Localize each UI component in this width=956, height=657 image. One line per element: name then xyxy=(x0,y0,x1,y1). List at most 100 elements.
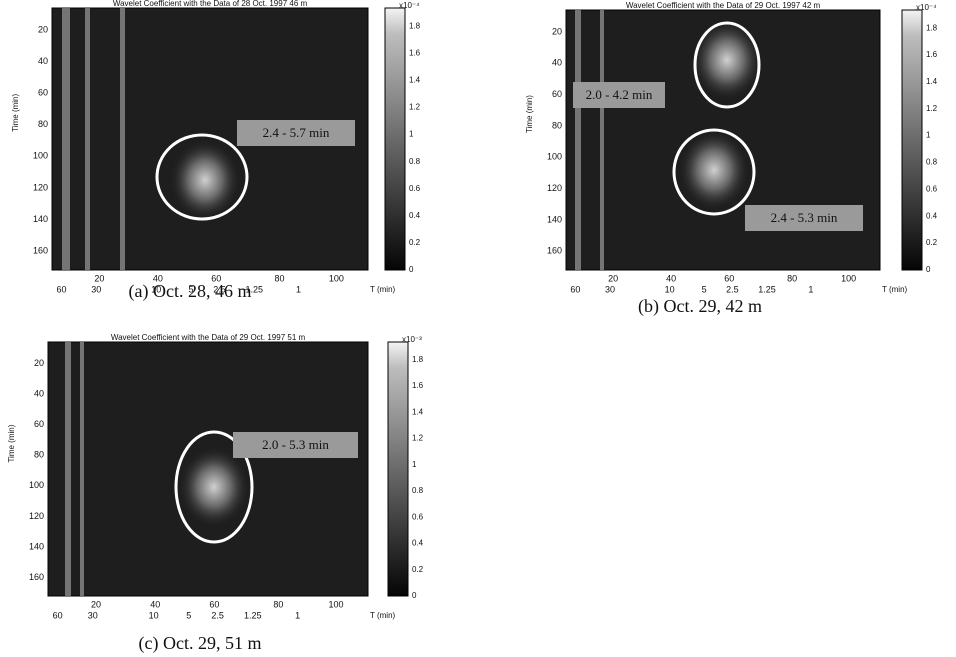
colorbar-tick-label: 1.6 xyxy=(409,49,421,58)
x-tick-label: 1.25 xyxy=(758,284,776,294)
annotation: 2.0 - 4.2 min xyxy=(586,87,653,102)
x-tick-label: 30 xyxy=(88,610,98,620)
y-tick-label: 140 xyxy=(29,541,44,551)
colorbar-tick-label: 1.8 xyxy=(412,355,424,364)
y-tick-label: 100 xyxy=(29,480,44,490)
x-tick-label: 40 xyxy=(150,599,160,609)
y-tick-label: 60 xyxy=(552,89,562,99)
y-tick-label: 80 xyxy=(34,450,44,460)
heatmap-stripe xyxy=(65,342,71,596)
x-tick-label: 10 xyxy=(149,610,159,620)
x-tick-label: 2.5 xyxy=(211,610,224,620)
y-tick-label: 120 xyxy=(33,182,48,192)
y-tick-label: 80 xyxy=(552,120,562,130)
x-tick-label: 5 xyxy=(702,284,707,294)
colorbar-tick-label: 0.6 xyxy=(926,184,938,193)
x-tick-label: 40 xyxy=(153,273,163,283)
panel: Wavelet Coefficient with the Data of 29 … xyxy=(525,1,938,317)
highlight-circle xyxy=(174,430,254,544)
colorbar-tick-label: 0 xyxy=(926,265,931,274)
annotation: 2.4 - 5.3 min xyxy=(771,210,838,225)
x-tick-label: 2.5 xyxy=(213,284,226,294)
colorbar-tick-label: 1.8 xyxy=(409,21,421,30)
colorbar-tick-label: 1.2 xyxy=(926,104,938,113)
y-tick-label: 160 xyxy=(33,245,48,255)
colorbar xyxy=(384,7,406,271)
colorbar-tick-label: 1.6 xyxy=(926,50,938,59)
caption: (a) Oct. 28, 46 m xyxy=(129,281,252,302)
heatmap-blob xyxy=(170,140,240,220)
colorbar-tick-label: 1 xyxy=(926,131,931,140)
heatmap-stripe xyxy=(600,10,604,270)
colorbar-tick-label: 0.6 xyxy=(412,512,424,521)
x-tick-label: 20 xyxy=(608,273,618,283)
x-tick-label: 30 xyxy=(605,284,615,294)
colorbar-tick-label: 1 xyxy=(409,130,414,139)
highlight-circle xyxy=(672,128,756,216)
colorbar-scale: x10⁻⁴ xyxy=(399,1,420,10)
y-tick-label: 160 xyxy=(547,246,562,256)
x-unit: T (min) xyxy=(370,611,396,620)
colorbar-tick-label: 1.2 xyxy=(409,103,421,112)
highlight-circle xyxy=(155,133,249,221)
y-tick-label: 80 xyxy=(38,119,48,129)
colorbar-tick-label: 0.4 xyxy=(412,539,424,548)
highlight-circle xyxy=(693,21,761,109)
colorbar-tick-label: 1.4 xyxy=(409,76,421,85)
colorbar-tick-label: 0.2 xyxy=(926,238,938,247)
heatmap-blob xyxy=(692,20,762,100)
colorbar-tick-label: 0.6 xyxy=(409,184,421,193)
panel-title: Wavelet Coefficient with the Data of 29 … xyxy=(111,333,306,342)
colorbar-tick-label: 0.2 xyxy=(412,565,424,574)
x-tick-label: 60 xyxy=(570,284,580,294)
x-tick-label: 40 xyxy=(666,273,676,283)
colorbar-scale: x10⁻⁴ xyxy=(916,3,937,12)
colorbar xyxy=(387,341,409,597)
x-tick-label: 2.5 xyxy=(726,284,739,294)
y-tick-label: 100 xyxy=(33,151,48,161)
colorbar-tick-label: 0.2 xyxy=(409,238,421,247)
colorbar-tick-label: 1.8 xyxy=(926,23,938,32)
colorbar-tick-label: 1.6 xyxy=(412,381,424,390)
heatmap-blob xyxy=(679,130,749,210)
caption: (b) Oct. 29, 42 m xyxy=(638,296,762,317)
caption: (c) Oct. 29, 51 m xyxy=(139,633,262,654)
y-axis-label: Time (min) xyxy=(11,94,20,132)
annotation-box xyxy=(573,82,665,108)
y-tick-label: 60 xyxy=(38,88,48,98)
y-axis-label: Time (min) xyxy=(7,424,16,462)
y-tick-label: 140 xyxy=(33,214,48,224)
heatmap-stripe xyxy=(62,8,70,270)
x-tick-label: 80 xyxy=(787,273,797,283)
panel: Wavelet Coefficient with the Data of 29 … xyxy=(7,333,424,654)
y-tick-label: 20 xyxy=(552,26,562,36)
annotation: 2.4 - 5.7 min xyxy=(263,125,330,140)
colorbar-tick-label: 0 xyxy=(412,591,417,600)
colorbar xyxy=(901,9,923,271)
x-unit: T (min) xyxy=(370,285,396,294)
panel-title: Wavelet Coefficient with the Data of 29 … xyxy=(626,1,821,10)
y-tick-label: 140 xyxy=(547,214,562,224)
y-tick-label: 120 xyxy=(29,511,44,521)
x-tick-label: 5 xyxy=(189,284,194,294)
x-tick-label: 60 xyxy=(56,284,66,294)
x-tick-label: 20 xyxy=(94,273,104,283)
colorbar-tick-label: 0.8 xyxy=(412,486,424,495)
x-tick-label: 1 xyxy=(808,284,813,294)
heatmap-blob xyxy=(179,447,249,527)
x-tick-label: 100 xyxy=(328,599,343,609)
x-tick-label: 60 xyxy=(211,273,221,283)
y-tick-label: 20 xyxy=(38,24,48,34)
colorbar-tick-label: 0 xyxy=(409,265,414,274)
colorbar-tick-label: 0.8 xyxy=(926,158,938,167)
x-tick-label: 80 xyxy=(275,273,285,283)
panel: Wavelet Coefficient with the Data of 28 … xyxy=(11,0,421,302)
y-tick-label: 100 xyxy=(547,152,562,162)
x-tick-label: 1 xyxy=(296,284,301,294)
y-tick-label: 40 xyxy=(552,58,562,68)
x-tick-label: 1.25 xyxy=(244,610,262,620)
y-tick-label: 60 xyxy=(34,419,44,429)
y-axis-label: Time (min) xyxy=(525,95,534,133)
x-tick-label: 30 xyxy=(91,284,101,294)
